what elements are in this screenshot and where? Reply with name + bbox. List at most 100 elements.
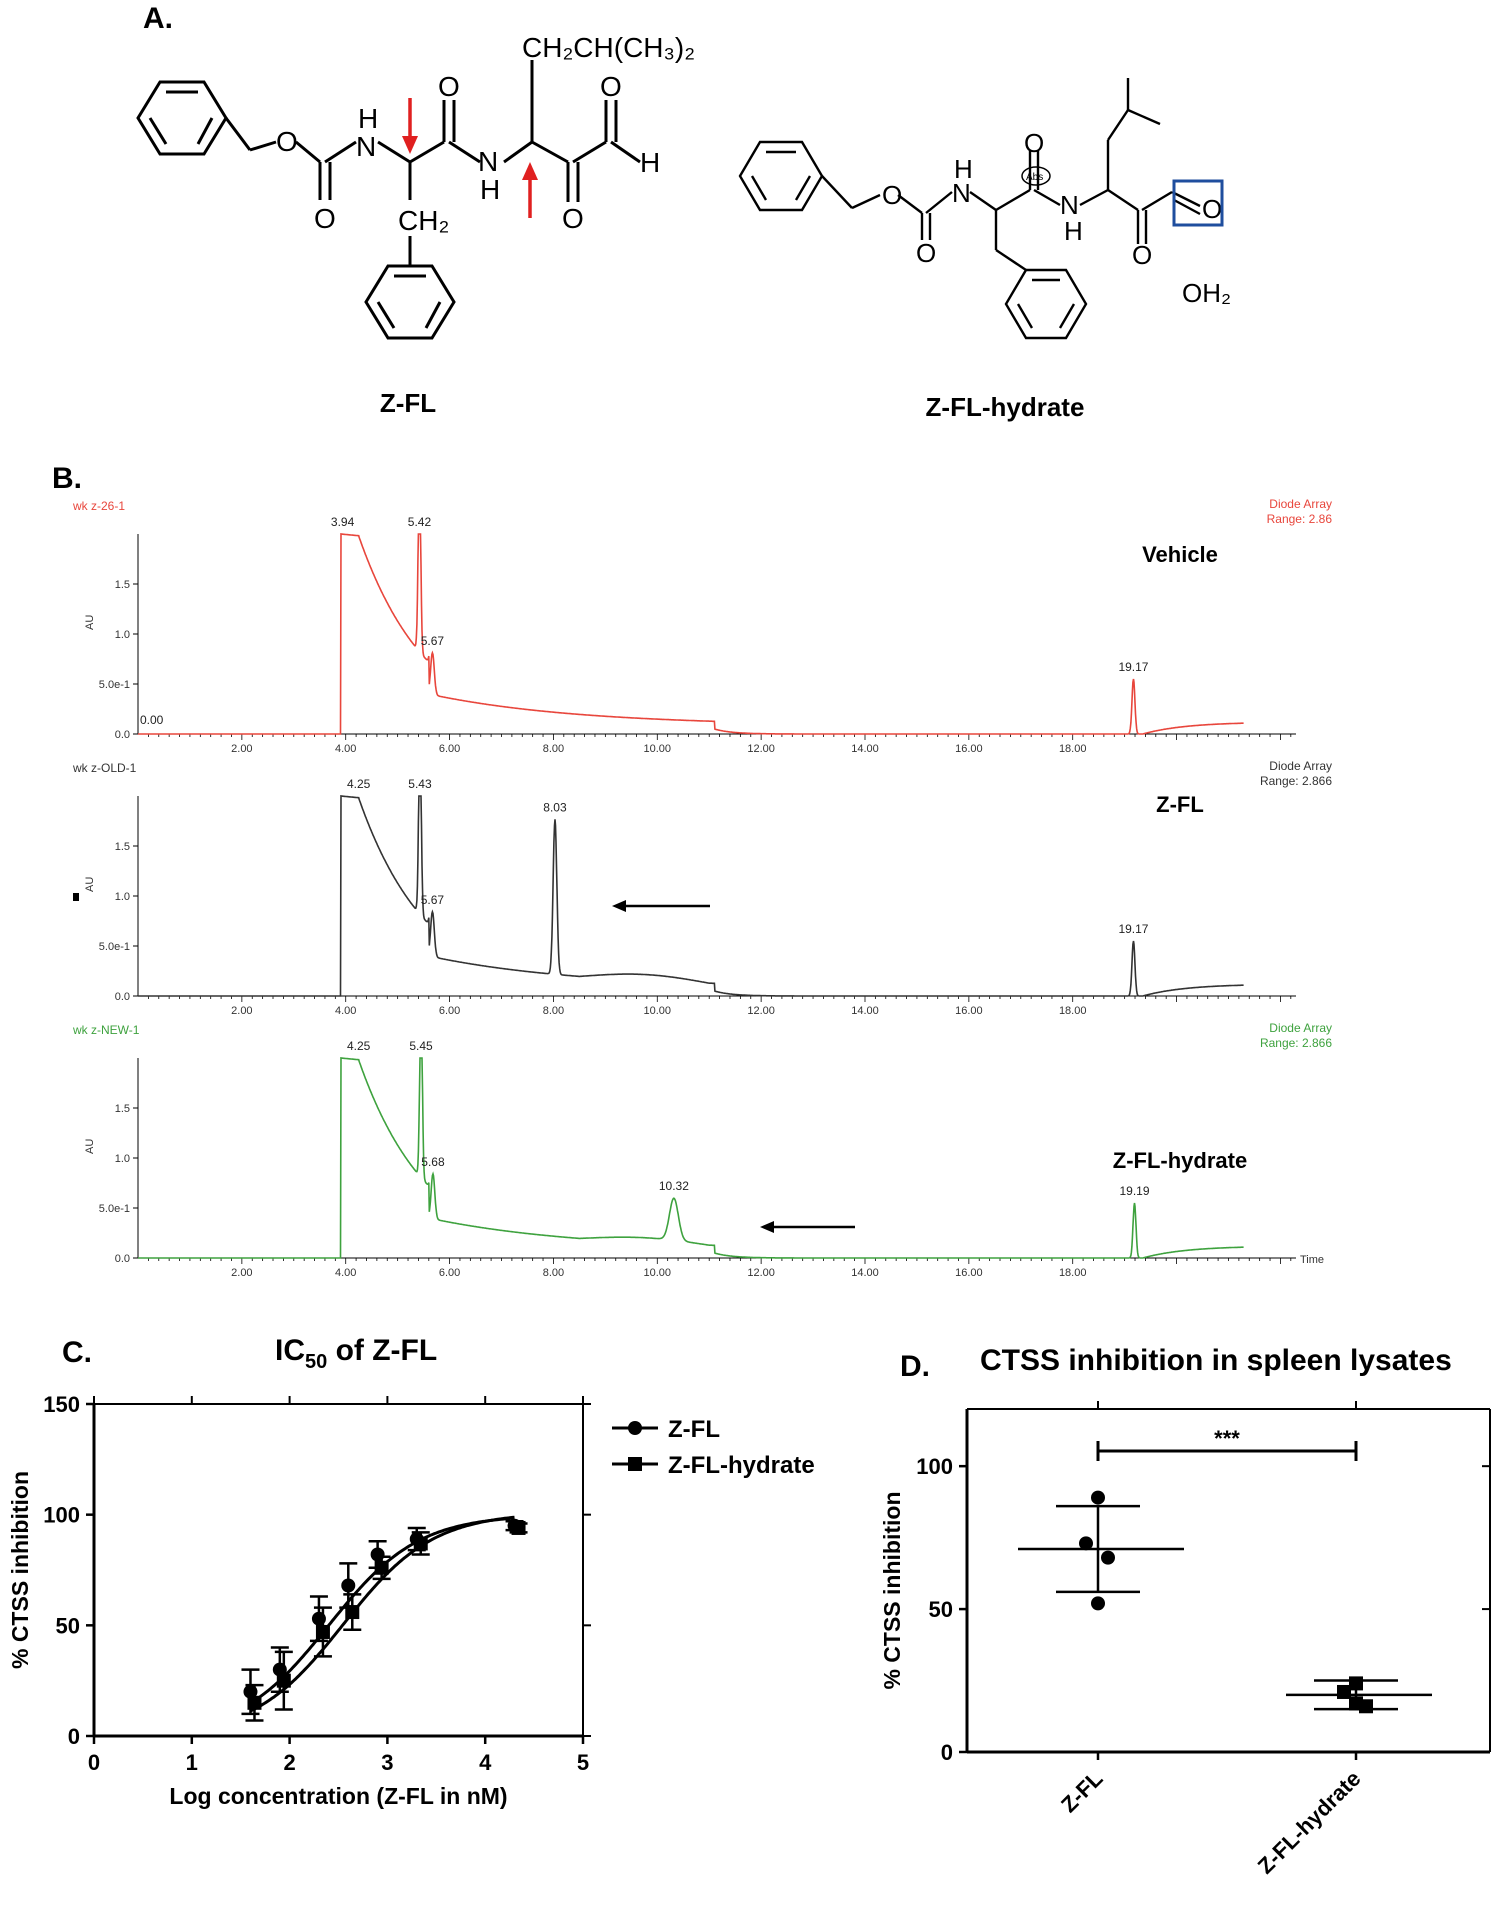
hplc-x-tick-label: 18.00: [1059, 1005, 1087, 1017]
hplc-sample-id: wk z-26-1: [72, 499, 125, 513]
hplc-trace-name: Z-FL: [1156, 792, 1204, 817]
d-x-tick-label: Z-FL: [1056, 1766, 1107, 1817]
hplc-x-tick-label: 6.00: [439, 743, 460, 755]
c-y-tick-label: 100: [43, 1503, 80, 1528]
hplc-y-tick-label: 1.0: [115, 629, 130, 641]
hplc-peak-label: 8.03: [543, 800, 567, 814]
svg-text:O: O: [314, 203, 336, 234]
hplc-y-tick-label: 1.5: [115, 579, 130, 591]
d-y-tick-label: 100: [916, 1454, 953, 1479]
svg-text:O: O: [438, 71, 460, 102]
hplc-arrow-head: [612, 900, 626, 912]
hplc-time-label: Time: [1300, 1254, 1324, 1266]
hplc-x-tick-label: 8.00: [543, 1267, 564, 1279]
hplc-y-tick-label: 1.5: [115, 1103, 130, 1115]
svg-text:O: O: [1132, 240, 1152, 270]
hplc-detector-label: Diode Array: [1269, 497, 1332, 511]
hplc-peak-label: 3.94: [331, 515, 355, 529]
hplc-x-tick-label: 2.00: [231, 1005, 252, 1017]
hplc-x-tick-label: 6.00: [439, 1267, 460, 1279]
hplc-x-tick-label: 12.00: [747, 743, 775, 755]
hplc-x-tick-label: 12.00: [747, 1267, 775, 1279]
hplc-peak-label: 10.32: [659, 1179, 689, 1193]
zfl-structure: [136, 60, 641, 340]
hplc-range-label: Range: 2.866: [1260, 1036, 1332, 1050]
c-x-label: Log concentration (Z-FL in nM): [169, 1783, 507, 1809]
hplc-y-tick-label: 1.0: [115, 1153, 130, 1165]
hplc-peak-label: 5.67: [421, 893, 445, 907]
hplc-peak-label: 5.67: [421, 634, 445, 648]
c-x-tick-label: 0: [88, 1750, 100, 1775]
c-y-tick-label: 50: [56, 1613, 80, 1638]
hplc-marker: [73, 893, 79, 901]
hplc-y-tick-label: 1.0: [115, 891, 130, 903]
c-x-tick-label: 5: [577, 1750, 589, 1775]
c-legend-label: Z-FL: [668, 1416, 720, 1443]
d-point-circle: [1079, 1536, 1093, 1551]
svg-text:H: H: [480, 174, 500, 205]
d-point-square: [1349, 1676, 1363, 1691]
hplc-trace-name: Vehicle: [1142, 542, 1218, 567]
hplc-y-tick-label: 0.0: [115, 729, 130, 741]
hplc-x-tick-label: 2.00: [231, 743, 252, 755]
hplc-x-tick-label: 10.00: [644, 1267, 672, 1279]
svg-text:H: H: [1064, 216, 1083, 246]
d-point-circle: [1091, 1596, 1105, 1611]
hplc-x-tick-label: 12.00: [747, 1005, 775, 1017]
hplc-y-label: AU: [84, 615, 96, 630]
hplc-trace-panel: 2.00 4.00 6.00 8.00 10.00 12.00 14.00 16.00 18.0…: [72, 759, 1332, 1017]
hplc-x-tick-label: 14.00: [851, 1267, 879, 1279]
hplc-y-tick-label: 0.0: [115, 1253, 130, 1265]
c-point-square: [511, 1520, 526, 1535]
hplc-peak-label: 0.00: [140, 713, 164, 727]
c-y-label: % CTSS inhibition: [7, 1471, 33, 1669]
svg-text:O: O: [1202, 194, 1222, 224]
hplc-range-label: Range: 2.866: [1260, 774, 1332, 788]
spleen-chart: 0 50 100 % CTSS inhibition Z-FL Z-FL-hydrate *…: [879, 1401, 1491, 1879]
hplc-x-tick-label: 16.00: [955, 1005, 983, 1017]
hplc-x-tick-label: 10.00: [644, 743, 672, 755]
svg-text:O: O: [916, 238, 936, 268]
hplc-y-tick-label: 0.0: [115, 991, 130, 1003]
hplc-x-tick-label: 6.00: [439, 1005, 460, 1017]
hplc-peak-label: 5.45: [409, 1039, 433, 1053]
hplc-x-tick-label: 18.00: [1059, 743, 1087, 755]
hplc-peak-label: 19.19: [1119, 1184, 1149, 1198]
svg-text:N: N: [1060, 190, 1079, 220]
panel-b: B. 2.00 4.00 6.00 8.00 10.00 12.00 14.00 16.00 1…: [52, 462, 1332, 1279]
hplc-x-tick-label: 18.00: [1059, 1267, 1087, 1279]
svg-text:O: O: [600, 71, 622, 102]
svg-text:H: H: [954, 154, 973, 184]
hplc-trace-line: [138, 533, 1244, 735]
d-y-label: % CTSS inhibition: [879, 1491, 905, 1689]
c-point-square: [247, 1695, 262, 1710]
hplc-y-label: AU: [84, 877, 96, 892]
hplc-trace-line: [138, 795, 1244, 997]
zfl-name: Z-FL: [380, 388, 436, 418]
svg-text:N: N: [356, 131, 376, 162]
hplc-x-tick-label: 8.00: [543, 743, 564, 755]
c-point-square: [413, 1536, 428, 1551]
hydrate-benzene-ring: [738, 140, 824, 212]
panel-c-letter: C.: [62, 1336, 92, 1369]
hydrate-highlight-box: [1172, 179, 1224, 227]
hplc-trace-panel: 2.00 4.00 6.00 8.00 10.00 12.00 14.00 16.00 18.0…: [72, 1021, 1332, 1279]
c-point-square: [276, 1673, 291, 1688]
c-point-square: [315, 1624, 330, 1639]
c-point-circle: [341, 1578, 356, 1593]
hplc-chromatograms: 2.00 4.00 6.00 8.00 10.00 12.00 14.00 16.00 18.0…: [72, 497, 1332, 1279]
hplc-x-tick-label: 8.00: [543, 1005, 564, 1017]
hplc-arrow-head: [760, 1221, 774, 1233]
hplc-y-tick-label: 5.0e-1: [99, 941, 130, 953]
cleavage-arrows: [402, 98, 538, 218]
hplc-trace-line: [138, 1057, 1244, 1259]
hplc-x-tick-label: 10.00: [644, 1005, 672, 1017]
svg-text:O: O: [882, 180, 902, 210]
hplc-x-tick-label: 14.00: [851, 743, 879, 755]
c-x-tick-label: 1: [186, 1750, 198, 1775]
c-x-tick-label: 4: [479, 1750, 492, 1775]
hplc-y-tick-label: 5.0e-1: [99, 679, 130, 691]
c-legend-label: Z-FL-hydrate: [668, 1452, 815, 1479]
svg-text:H: H: [358, 103, 378, 134]
